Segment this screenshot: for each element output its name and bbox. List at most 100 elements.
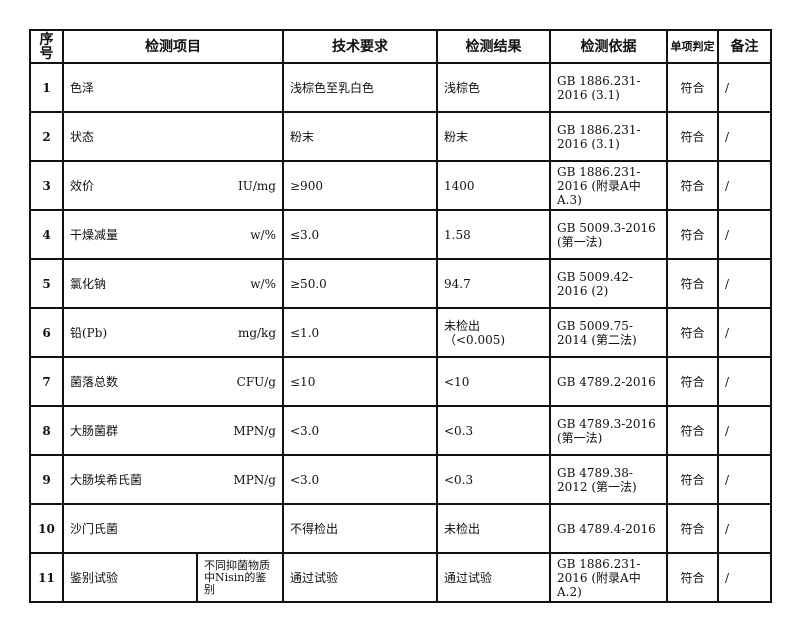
table-row: 11 鉴别试验 不同抑菌物质中Nisin的鉴别 通过试验 通过试验 GB 188… xyxy=(29,552,772,603)
row-item-name: 沙门氏菌 xyxy=(70,521,119,536)
row-no: 6 xyxy=(29,307,64,358)
row-judgment: 符合 xyxy=(666,552,719,603)
row-remark: / xyxy=(717,356,772,407)
row-unit: MPN/g xyxy=(233,423,276,438)
row-remark: / xyxy=(717,307,772,358)
row-remark: / xyxy=(717,503,772,554)
row-unit: IU/mg xyxy=(238,178,276,193)
row-requirement: ≤3.0 xyxy=(282,209,438,260)
row-no: 8 xyxy=(29,405,64,456)
row-no: 2 xyxy=(29,111,64,162)
row-result: 未检出 （<0.005) xyxy=(436,307,551,358)
row-item-name: 色泽 xyxy=(70,80,95,95)
row-subitem: 不同抑菌物质中Nisin的鉴别 xyxy=(196,552,284,603)
row-no: 1 xyxy=(29,62,64,113)
row-remark: / xyxy=(717,258,772,309)
row-basis: GB 4789.4-2016 xyxy=(549,503,668,554)
row-result: 1400 xyxy=(436,160,551,211)
row-no: 10 xyxy=(29,503,64,554)
table-row: 9 大肠埃希氏菌 MPN/g <3.0 <0.3 GB 4789.38-2012 (第一法… xyxy=(29,454,772,505)
table-row: 1 色泽 浅棕色至乳白色 浅棕色 GB 1886.231-2016 (3.1) 符合 / xyxy=(29,62,772,113)
header-result: 检测结果 xyxy=(436,29,551,64)
row-result: 浅棕色 xyxy=(436,62,551,113)
row-judgment: 符合 xyxy=(666,454,719,505)
row-basis: GB 5009.75-2014 (第二法) xyxy=(549,307,668,358)
row-unit: w/% xyxy=(250,227,276,242)
row-item-name: 大肠埃希氏菌 xyxy=(70,472,143,487)
row-no: 4 xyxy=(29,209,64,260)
row-item: 菌落总数 CFU/g xyxy=(62,356,284,407)
row-basis: GB 1886.231-2016 (3.1) xyxy=(549,62,668,113)
table-row: 8 大肠菌群 MPN/g <3.0 <0.3 GB 4789.3-2016 (第一法) 符合… xyxy=(29,405,772,456)
row-basis: GB 1886.231-2016 (附录A中A.3) xyxy=(549,160,668,211)
row-no: 9 xyxy=(29,454,64,505)
header-remark: 备注 xyxy=(717,29,772,64)
row-result: <0.3 xyxy=(436,454,551,505)
row-judgment: 符合 xyxy=(666,307,719,358)
row-remark: / xyxy=(717,209,772,260)
header-item: 检测项目 xyxy=(62,29,284,64)
row-judgment: 符合 xyxy=(666,258,719,309)
row-item: 沙门氏菌 xyxy=(62,503,284,554)
row-item-name: 状态 xyxy=(70,129,95,144)
row-item: 状态 xyxy=(62,111,284,162)
header-basis: 检测依据 xyxy=(549,29,668,64)
row-result: <0.3 xyxy=(436,405,551,456)
row-item: 铅(Pb) mg/kg xyxy=(62,307,284,358)
row-remark: / xyxy=(717,62,772,113)
row-no: 7 xyxy=(29,356,64,407)
row-result: 粉末 xyxy=(436,111,551,162)
row-requirement: <3.0 xyxy=(282,405,438,456)
table-row: 4 干燥减量 w/% ≤3.0 1.58 GB 5009.3-2016 (第一法) 符合 / xyxy=(29,209,772,260)
row-remark: / xyxy=(717,454,772,505)
row-basis: GB 4789.3-2016 (第一法) xyxy=(549,405,668,456)
row-requirement: ≤10 xyxy=(282,356,438,407)
test-results-table: 序号 检测项目 技术要求 检测结果 检测依据 单项判定 备注 1 色泽 浅棕色至乳白… xyxy=(29,29,772,603)
row-judgment: 符合 xyxy=(666,160,719,211)
row-no: 5 xyxy=(29,258,64,309)
row-no: 11 xyxy=(29,552,64,603)
row-remark: / xyxy=(717,405,772,456)
row-item-name: 干燥减量 xyxy=(70,227,119,242)
row-result: <10 xyxy=(436,356,551,407)
row-item: 鉴别试验 xyxy=(62,552,198,603)
row-basis: GB 1886.231-2016 (3.1) xyxy=(549,111,668,162)
row-requirement: 粉末 xyxy=(282,111,438,162)
row-item-name: 效价 xyxy=(70,178,95,193)
row-item: 大肠菌群 MPN/g xyxy=(62,405,284,456)
table-row: 7 菌落总数 CFU/g ≤10 <10 GB 4789.2-2016 符合 / xyxy=(29,356,772,407)
row-no: 3 xyxy=(29,160,64,211)
row-judgment: 符合 xyxy=(666,209,719,260)
row-basis: GB 5009.3-2016 (第一法) xyxy=(549,209,668,260)
row-item-name: 大肠菌群 xyxy=(70,423,119,438)
row-judgment: 符合 xyxy=(666,111,719,162)
row-item: 色泽 xyxy=(62,62,284,113)
row-unit: MPN/g xyxy=(233,472,276,487)
header-requirement: 技术要求 xyxy=(282,29,438,64)
row-basis: GB 5009.42-2016 (2) xyxy=(549,258,668,309)
row-judgment: 符合 xyxy=(666,405,719,456)
header-judgment: 单项判定 xyxy=(666,29,719,64)
header-row: 序号 检测项目 技术要求 检测结果 检测依据 单项判定 备注 xyxy=(29,29,772,64)
row-requirement: ≥50.0 xyxy=(282,258,438,309)
row-remark: / xyxy=(717,111,772,162)
row-item: 效价 IU/mg xyxy=(62,160,284,211)
table-row: 3 效价 IU/mg ≥900 1400 GB 1886.231-2016 (附录A中A.… xyxy=(29,160,772,211)
row-item-name: 菌落总数 xyxy=(70,374,119,389)
row-requirement: 不得检出 xyxy=(282,503,438,554)
row-item: 大肠埃希氏菌 MPN/g xyxy=(62,454,284,505)
row-item: 氯化钠 w/% xyxy=(62,258,284,309)
table-row: 2 状态 粉末 粉末 GB 1886.231-2016 (3.1) 符合 / xyxy=(29,111,772,162)
table-row: 5 氯化钠 w/% ≥50.0 94.7 GB 5009.42-2016 (2) 符合 / xyxy=(29,258,772,309)
table-row: 10 沙门氏菌 不得检出 未检出 GB 4789.4-2016 符合 / xyxy=(29,503,772,554)
table-row: 6 铅(Pb) mg/kg ≤1.0 未检出 （<0.005) GB 5009.75-20… xyxy=(29,307,772,358)
row-basis: GB 4789.2-2016 xyxy=(549,356,668,407)
header-no: 序号 xyxy=(29,29,64,64)
row-judgment: 符合 xyxy=(666,62,719,113)
row-basis: GB 1886.231-2016 (附录A中A.2) xyxy=(549,552,668,603)
row-result: 94.7 xyxy=(436,258,551,309)
row-result: 1.58 xyxy=(436,209,551,260)
row-requirement: ≥900 xyxy=(282,160,438,211)
row-result: 通过试验 xyxy=(436,552,551,603)
row-requirement: 浅棕色至乳白色 xyxy=(282,62,438,113)
